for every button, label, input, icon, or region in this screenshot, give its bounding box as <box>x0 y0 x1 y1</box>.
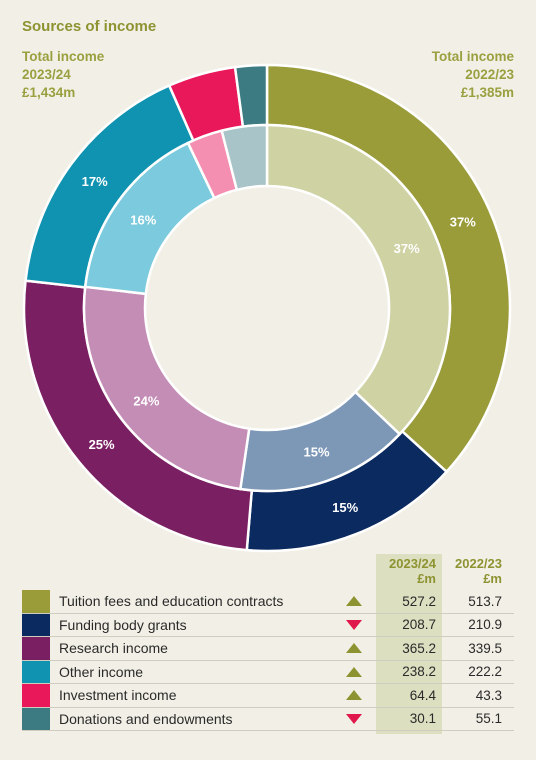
value-2023-24: 365.2 <box>402 640 436 656</box>
down-arrow-icon <box>346 619 362 630</box>
value-2023-24: 238.2 <box>402 664 436 680</box>
column-header-2022-23: 2022/23 £m <box>455 556 502 586</box>
up-arrow-icon <box>346 690 362 701</box>
inner-slice-research-income <box>82 285 251 491</box>
table-row: Other income 238.2 222.2 <box>22 660 514 684</box>
income-donut-chart: 37% 15% 25% 17% 37% 15% 24% 16% <box>22 63 512 553</box>
value-2022-23: 43.3 <box>475 687 502 703</box>
up-arrow-icon <box>346 666 362 677</box>
legend-swatch <box>22 613 50 636</box>
total-year: 2023/24 <box>22 67 71 82</box>
inner-percent-label: 16% <box>130 213 156 228</box>
column-header-2023-24: 2023/24 £m <box>389 556 436 586</box>
trend-indicator <box>329 619 379 630</box>
value-2023-24: 30.1 <box>409 711 436 727</box>
inner-percent-label: 37% <box>394 241 420 256</box>
row-label: Donations and endowments <box>59 710 233 727</box>
down-arrow-icon <box>346 713 362 724</box>
inner-slice-tuition-fees-and-education-contracts <box>265 123 452 436</box>
legend-swatch <box>22 590 50 613</box>
row-label: Investment income <box>59 687 177 704</box>
trend-indicator <box>329 713 379 724</box>
outer-percent-label: 37% <box>450 215 476 230</box>
total-income-2023-24: Total income 2023/24 £1,434m <box>22 48 104 102</box>
row-label: Other income <box>59 663 144 680</box>
legend-swatch <box>22 660 50 683</box>
table-row: Investment income 64.4 43.3 <box>22 684 514 708</box>
outer-percent-label: 17% <box>82 174 108 189</box>
trend-indicator <box>329 666 379 677</box>
inner-percent-label: 24% <box>133 393 159 408</box>
total-amount: £1,385m <box>460 85 514 100</box>
value-2022-23: 222.2 <box>468 664 502 680</box>
up-arrow-icon <box>346 596 362 607</box>
row-label: Funding body grants <box>59 616 187 633</box>
legend-swatch <box>22 637 50 660</box>
total-income-2022-23: Total income 2022/23 £1,385m <box>432 48 514 102</box>
outer-percent-label: 15% <box>332 500 358 515</box>
value-2022-23: 339.5 <box>468 640 502 656</box>
inner-percent-label: 15% <box>304 445 330 460</box>
value-2022-23: 210.9 <box>468 617 502 633</box>
outer-percent-label: 25% <box>89 437 115 452</box>
up-arrow-icon <box>346 643 362 654</box>
total-label: Total income <box>431 49 514 64</box>
current-year-column-highlight <box>376 554 442 734</box>
table-row: Funding body grants 208.7 210.9 <box>22 613 514 637</box>
trend-indicator <box>329 643 379 654</box>
value-2023-24: 64.4 <box>409 687 436 703</box>
value-2023-24: 208.7 <box>402 617 436 633</box>
total-year: 2022/23 <box>465 67 514 82</box>
total-label: Total income <box>22 49 105 64</box>
table-row: Tuition fees and education contracts 527… <box>22 590 514 614</box>
total-amount: £1,434m <box>22 85 76 100</box>
chart-title: Sources of income <box>22 18 157 35</box>
value-2022-23: 513.7 <box>468 593 502 609</box>
legend-swatch <box>22 707 50 730</box>
row-label: Tuition fees and education contracts <box>59 593 284 610</box>
table-row: Research income 365.2 339.5 <box>22 637 514 661</box>
table-row: Donations and endowments 30.1 55.1 <box>22 707 514 731</box>
inner-slice-donations-and-endowments <box>220 123 269 192</box>
row-label: Research income <box>59 640 168 657</box>
trend-indicator <box>329 690 379 701</box>
value-2022-23: 55.1 <box>475 711 502 727</box>
legend-swatch <box>22 684 50 707</box>
trend-indicator <box>329 596 379 607</box>
income-table: Tuition fees and education contracts 527… <box>22 590 514 731</box>
value-2023-24: 527.2 <box>402 593 436 609</box>
